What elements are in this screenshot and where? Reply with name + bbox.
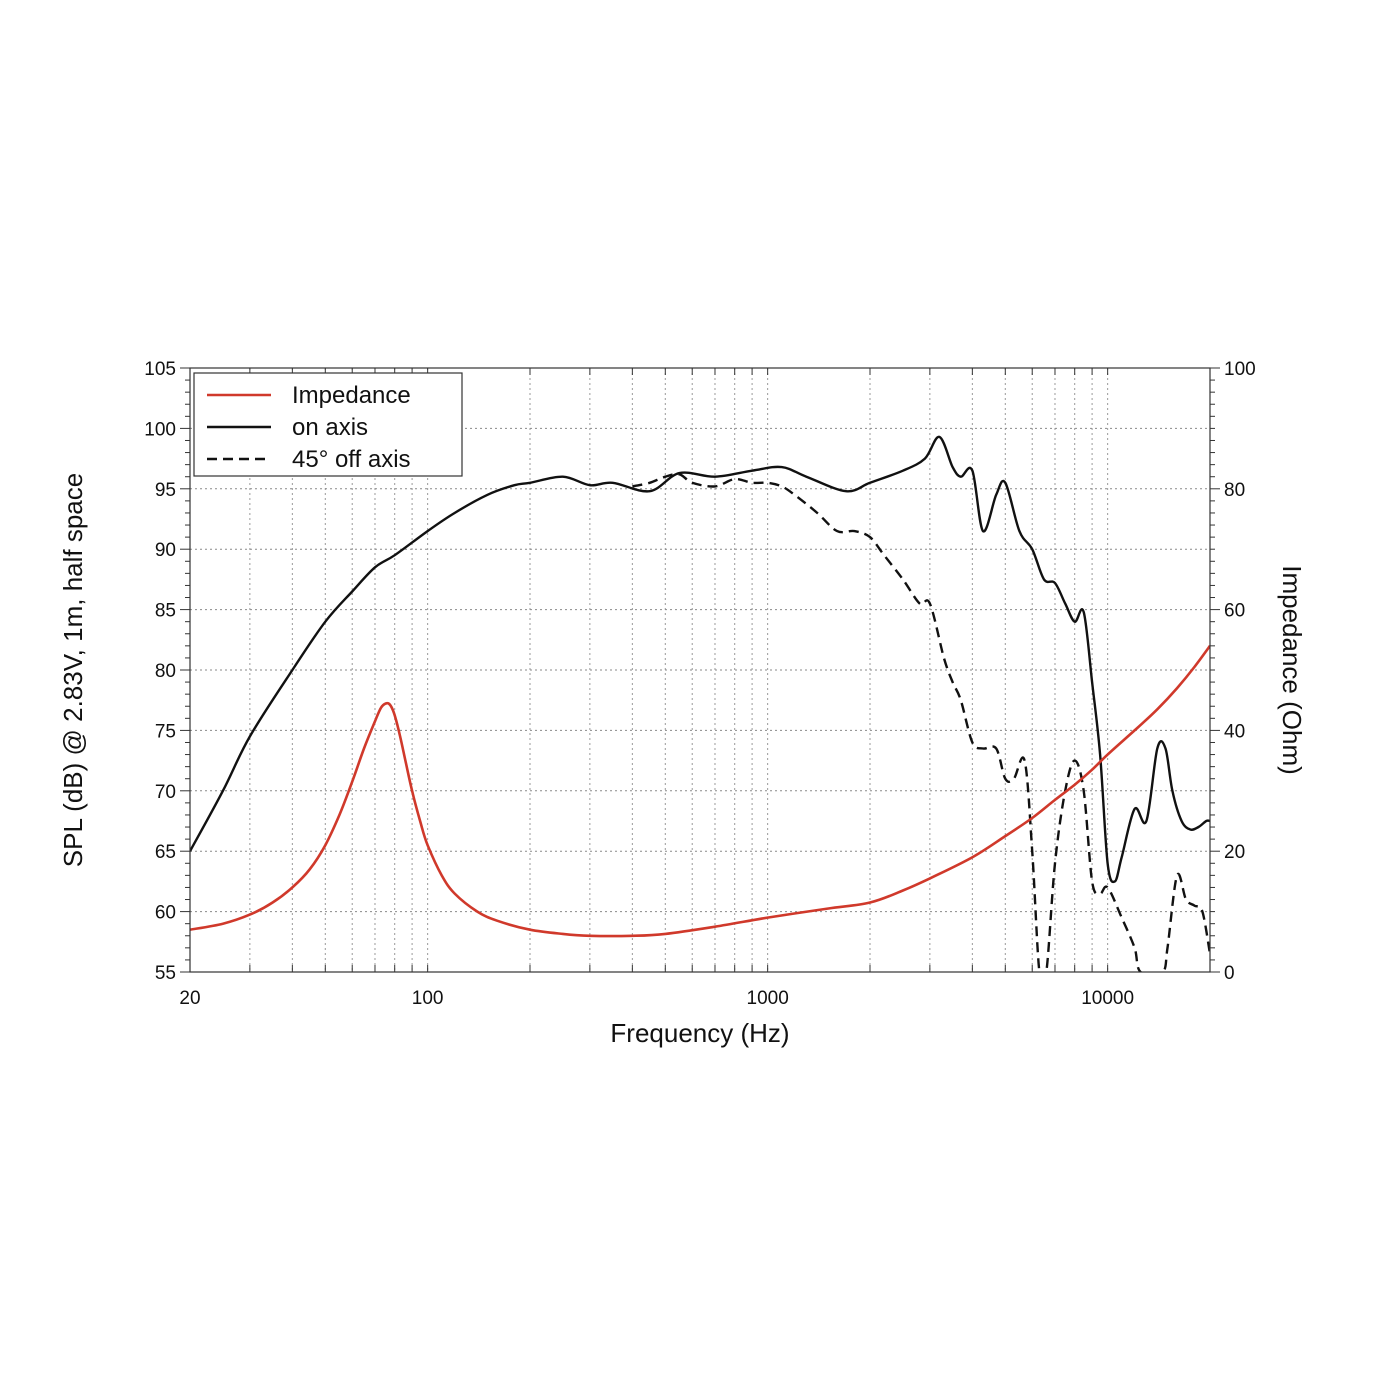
tick-marks xyxy=(180,367,1220,973)
y-tick-label: 80 xyxy=(155,661,176,682)
data-series xyxy=(190,435,1210,972)
y2-tick-label: 60 xyxy=(1224,601,1245,622)
y-tick-label: 100 xyxy=(144,419,176,440)
y2-tick-label: 40 xyxy=(1224,721,1245,742)
series-line-45-off-axis xyxy=(632,472,1210,972)
legend-label: Impedance xyxy=(292,382,411,409)
y-tick-label: 95 xyxy=(155,480,176,501)
y-tick-label: 90 xyxy=(155,540,176,561)
legend-box xyxy=(193,372,463,477)
series-line-on-axis xyxy=(190,435,1210,884)
x-tick-label: 10000 xyxy=(1081,988,1134,1009)
y2-tick-label: 0 xyxy=(1224,963,1235,984)
series-line-impedance xyxy=(190,645,1210,938)
y-tick-label: 60 xyxy=(155,903,176,924)
plot-frame xyxy=(189,367,1211,973)
legend-label: 45° off axis xyxy=(292,446,411,473)
y-tick-label: 55 xyxy=(155,963,176,984)
y-tick-label: 65 xyxy=(155,842,176,863)
x-tick-label: 20 xyxy=(179,988,200,1009)
grid-lines xyxy=(190,368,1210,972)
y-tick-label: 75 xyxy=(155,721,176,742)
y2-tick-label: 100 xyxy=(1224,359,1256,380)
y-tick-label: 85 xyxy=(155,601,176,622)
x-axis-title: Frequency (Hz) xyxy=(610,1018,789,1048)
tick-labels: 55 60 65 70 75 80 85 90 95 100 105 0 20 40 60 80 100 20 10… xyxy=(144,359,1255,1009)
y2-tick-label: 20 xyxy=(1224,842,1245,863)
x-tick-label: 1000 xyxy=(747,988,789,1009)
y-tick-label: 70 xyxy=(155,782,176,803)
legend-label: on axis xyxy=(292,414,368,441)
y2-tick-label: 80 xyxy=(1224,480,1245,501)
y2-axis-title: Impedance (Ohm) xyxy=(1277,565,1307,775)
legend: Impedance on axis 45° off axis xyxy=(193,372,463,477)
y-axis-title: SPL (dB) @ 2.83V, 1m, half space xyxy=(58,473,88,867)
x-tick-label: 100 xyxy=(412,988,444,1009)
y-tick-label: 105 xyxy=(144,359,176,380)
